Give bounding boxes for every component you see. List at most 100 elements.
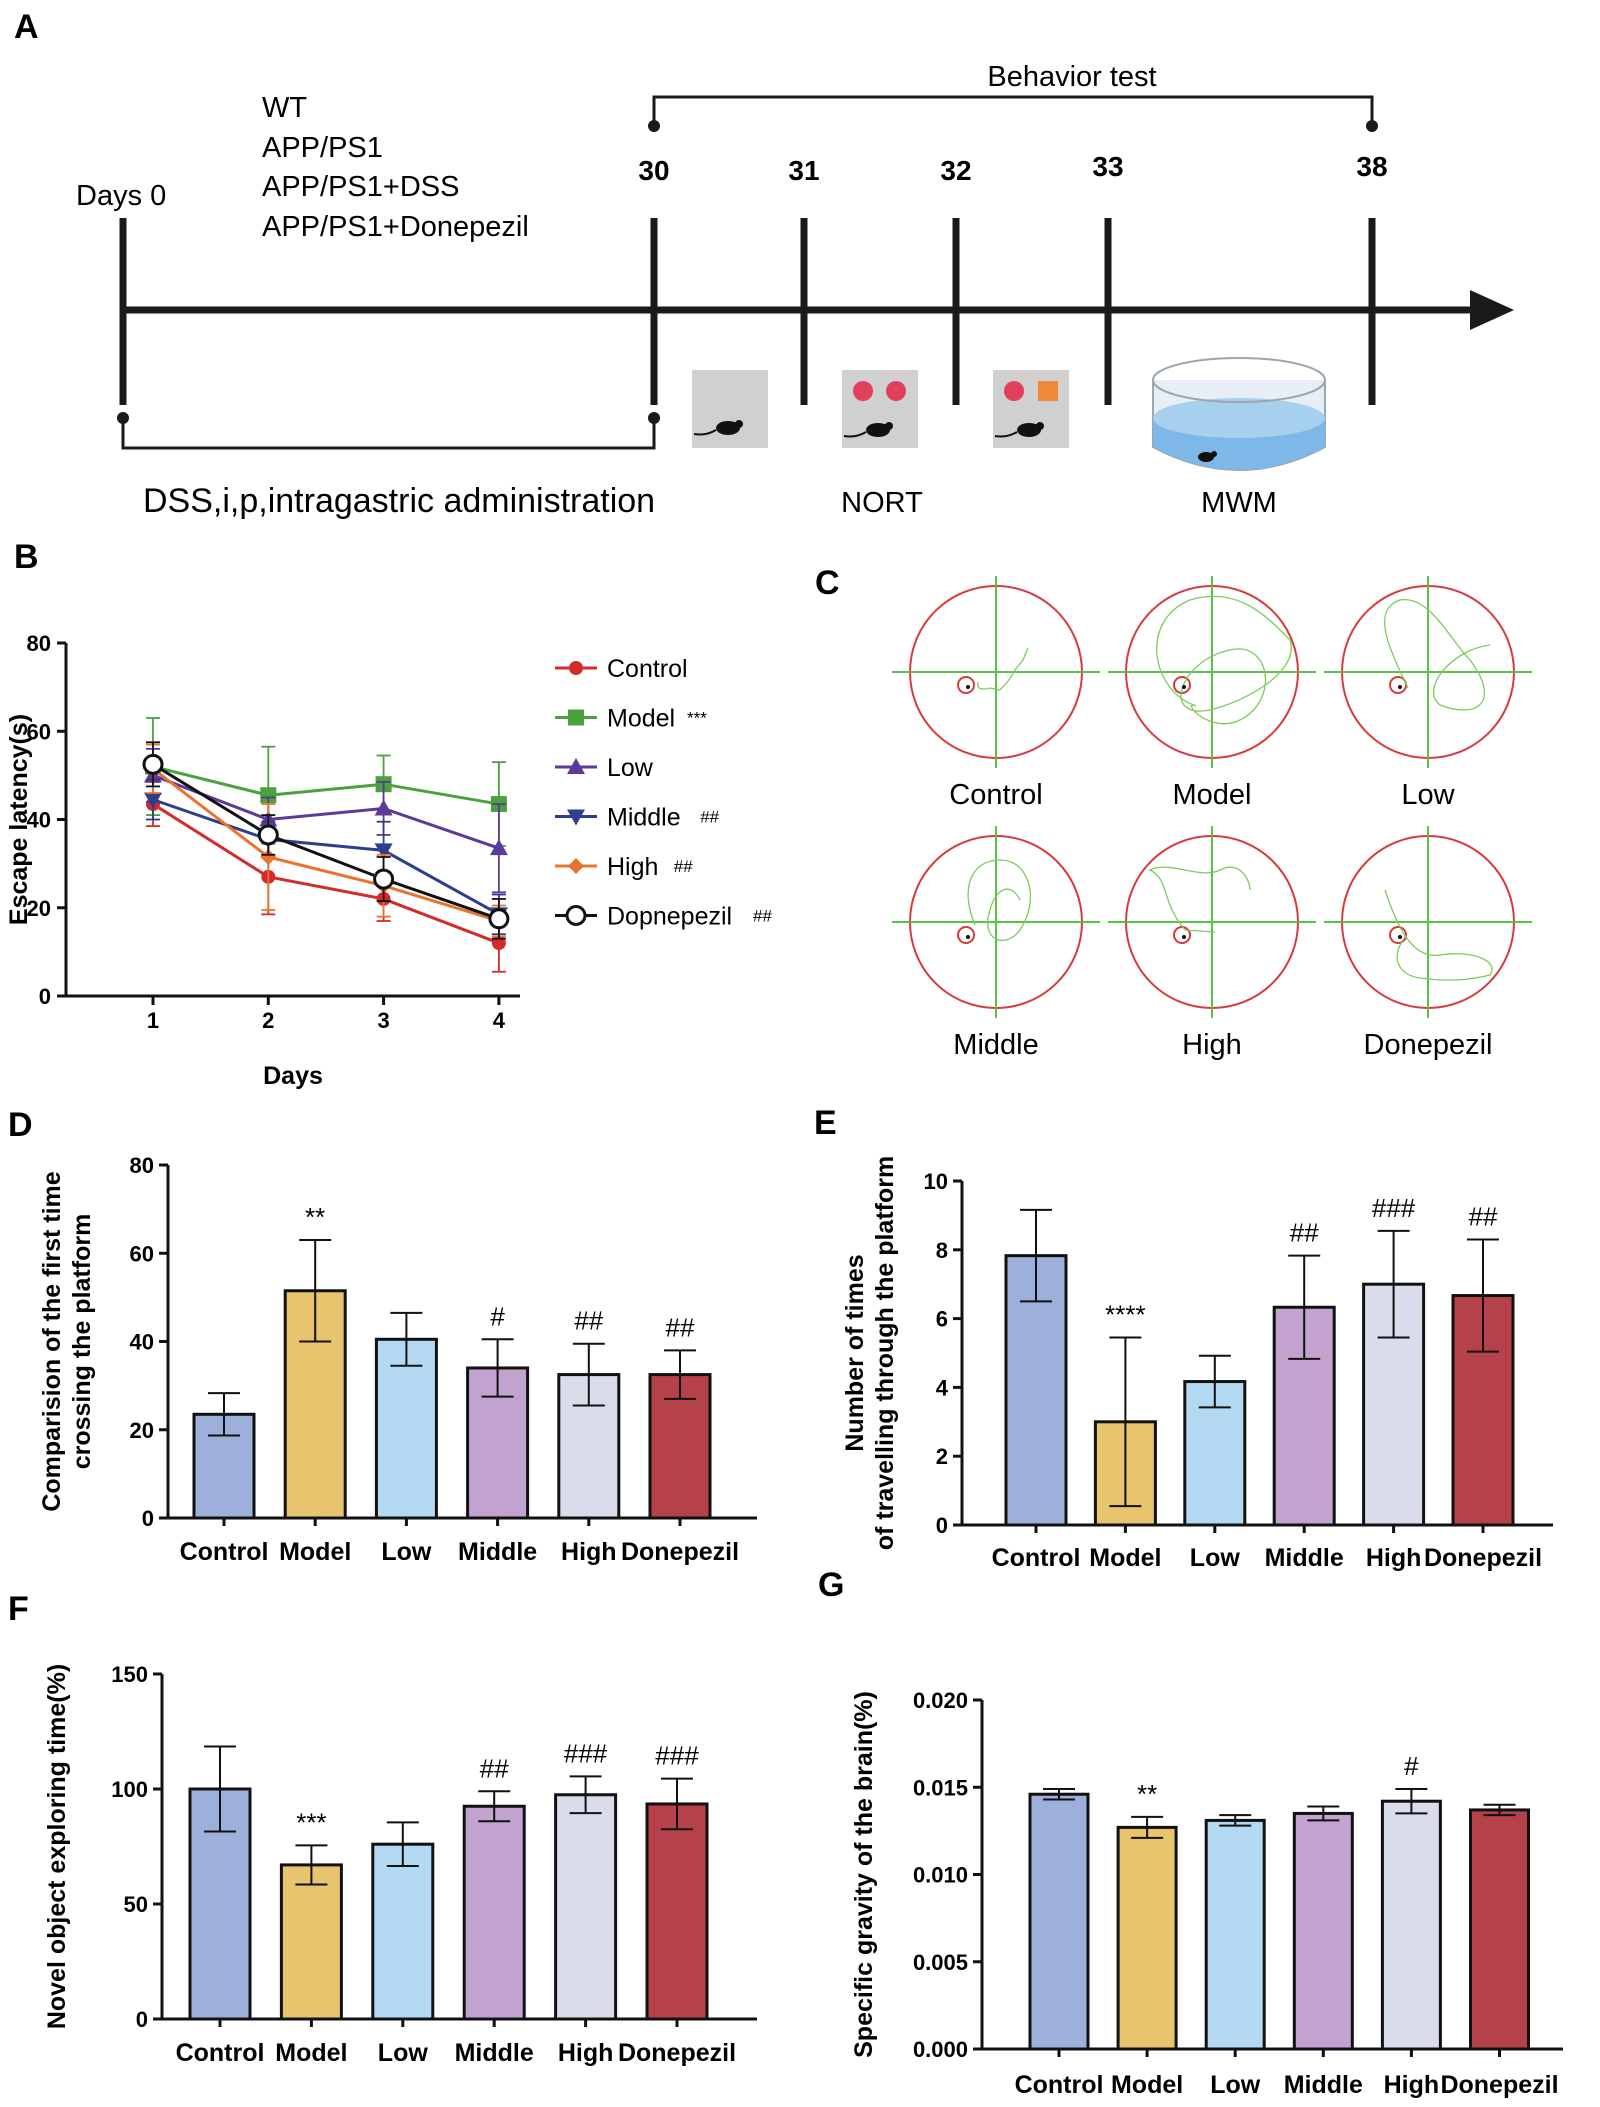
significance-marker: ** [1137, 1779, 1157, 1809]
panel-label-b: B [14, 538, 39, 576]
significance-marker: # [1404, 1751, 1419, 1781]
category-label: Middle [1265, 1544, 1344, 1572]
category-label: High [1366, 1544, 1422, 1572]
series-line [152, 767, 500, 923]
y-axis-title: Escape latency(s) [5, 714, 33, 925]
y-axis-title: crossing the platform [68, 1214, 96, 1470]
administration-label: DSS,i,p,intragastric administration [143, 482, 655, 520]
y-tick-label: 0.010 [913, 1863, 968, 1888]
group-label-app-ps1: APP/PS1 [262, 132, 383, 164]
y-tick-label: 60 [130, 1241, 154, 1266]
category-label: Low [378, 2039, 429, 2067]
mwm-label: MWM [1201, 487, 1277, 519]
y-tick-label: 4 [936, 1375, 949, 1400]
category-label: Donepezil [621, 1538, 739, 1566]
series-line [152, 773, 500, 850]
data-point [374, 843, 393, 860]
bracket-dot-icon [648, 120, 660, 132]
mouse-icon [693, 420, 743, 436]
end-point [966, 935, 970, 939]
significance-marker: ## [1469, 1201, 1498, 1231]
day-label-38: 38 [1356, 151, 1387, 182]
end-point [966, 685, 970, 689]
panel-f: F 0 50 100 150 Control *** Model Low ## Middle ###… [8, 1590, 757, 2067]
category-label: Low [1190, 1544, 1241, 1572]
significance-marker: ** [305, 1202, 325, 1232]
novel-object-bar-chart: 0 50 100 150 Control *** Model Low ## Middle ### Hi… [43, 1662, 757, 2067]
bar-donepezil [1469, 1808, 1530, 2051]
y-tick-label: 80 [130, 1153, 154, 1178]
significance-marker: ### [564, 1738, 608, 1768]
bar-donepezil [645, 1802, 709, 2021]
category-label: Low [1210, 2071, 1261, 2099]
nort-test-box [993, 370, 1069, 448]
days-zero-label: Days 0 [76, 180, 166, 212]
category-label: Control [176, 2039, 265, 2067]
panel-label-e: E [814, 1104, 837, 1142]
x-tick-label: 4 [493, 1008, 506, 1033]
panel-d: D 0 20 40 60 80 Control ** Model Low # Middle ## Hig… [8, 1106, 757, 1566]
bar-middle [1292, 1811, 1354, 2051]
y-tick-label: 0.005 [913, 1950, 968, 1975]
y-tick-label: 2 [936, 1444, 948, 1469]
mouse-icon [843, 422, 893, 438]
bar-low [374, 1337, 438, 1520]
group-label-app-ps1-donepezil: APP/PS1+Donepezil [262, 211, 529, 243]
familiar-object-icon [1004, 381, 1024, 401]
habituation-box [692, 370, 768, 448]
category-label: Model [279, 1538, 351, 1566]
category-label: Middle [1284, 2071, 1363, 2099]
bar-high [1380, 1799, 1442, 2051]
legend-marker [567, 809, 585, 826]
swim-path-low: Low [1324, 576, 1532, 811]
swim-trajectory [1383, 599, 1491, 711]
bracket-dot-icon [117, 412, 129, 424]
bar-low [1204, 1818, 1266, 2051]
legend-label: High [607, 853, 658, 881]
mouse-icon [994, 422, 1044, 438]
bar-high [554, 1793, 618, 2021]
water-maze-pool-icon [1152, 357, 1326, 471]
swim-trajectory [967, 859, 1032, 941]
significance-marker: ## [1290, 1218, 1319, 1248]
panel-label-a: A [14, 8, 39, 46]
swim-path-label: High [1182, 1029, 1242, 1061]
familiar-object-icon [886, 381, 906, 401]
legend-marker [565, 905, 587, 926]
y-axis-title: Novel object exploring time(%) [43, 1664, 71, 2029]
legend-item-middle: Middle ## [555, 804, 720, 832]
category-label: High [1384, 2071, 1440, 2099]
end-point [1398, 685, 1402, 689]
y-tick-label: 0 [136, 2007, 148, 2032]
data-point [374, 799, 393, 816]
y-tick-label: 100 [111, 1777, 148, 1802]
swim-trajectory [1384, 889, 1493, 981]
swim-path-high: High [1108, 826, 1316, 1061]
y-tick-label: 8 [936, 1238, 948, 1263]
y-tick-label: 6 [936, 1307, 948, 1332]
category-label: Middle [458, 1538, 537, 1566]
y-axis-title: Comparision of the first time [38, 1171, 66, 1511]
x-tick-label: 2 [262, 1008, 274, 1033]
legend-marker [567, 758, 585, 774]
legend-item-low: Low [555, 754, 654, 782]
series-line [152, 765, 500, 806]
y-tick-label: 40 [27, 808, 51, 833]
swim-path-label: Control [949, 779, 1043, 811]
data-point [144, 792, 162, 809]
series-dopnepezil [142, 741, 510, 940]
behavior-test-label: Behavior test [987, 61, 1156, 93]
legend-label: Control [607, 655, 688, 683]
swim-trajectory [977, 647, 1029, 691]
swim-trajectory [1156, 595, 1292, 725]
swim-trajectory [1148, 866, 1251, 933]
y-tick-label: 0.020 [913, 1688, 968, 1713]
swim-path-label: Donepezil [1364, 1029, 1493, 1061]
swim-path-label: Low [1401, 779, 1455, 811]
series-high [145, 743, 507, 938]
panel-g: G 0.000 0.005 0.010 0.015 0.020 Control ** Mode… [818, 1566, 1563, 2099]
bar-control [1028, 1792, 1090, 2051]
category-label: Control [1015, 2071, 1104, 2099]
day-label-33: 33 [1092, 151, 1123, 182]
y-tick-label: 40 [130, 1330, 154, 1355]
